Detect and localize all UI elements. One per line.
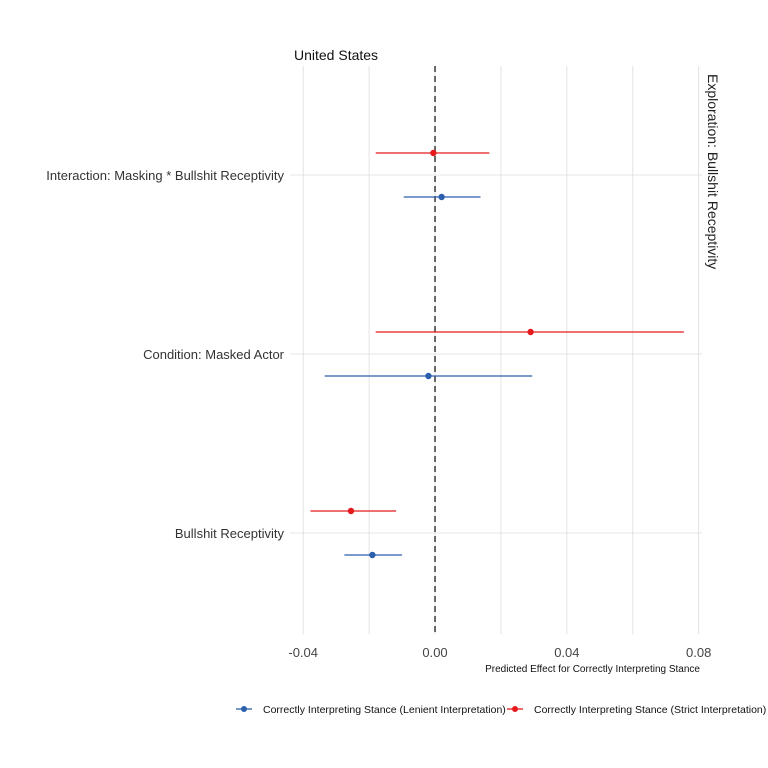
x-axis-title: Predicted Effect for Correctly Interpret…	[485, 664, 700, 675]
y-category-label: Interaction: Masking * Bullshit Receptiv…	[46, 168, 284, 183]
x-tick-label: 0.04	[554, 645, 579, 660]
x-tick-labels: -0.04 0.00 0.04 0.08	[288, 645, 711, 660]
point-estimate	[430, 149, 437, 157]
y-category-label: Bullshit Receptivity	[175, 526, 285, 541]
legend: Correctly Interpreting Stance (Lenient I…	[236, 704, 766, 716]
legend-label: Correctly Interpreting Stance (Strict In…	[534, 704, 766, 716]
facet-strip-label: Exploration: Bullshit Receptivity	[705, 74, 721, 269]
x-tick-label: 0.00	[422, 645, 447, 660]
y-category-labels: Interaction: Masking * Bullshit Receptiv…	[46, 168, 284, 541]
x-tick-label: -0.04	[288, 645, 318, 660]
plot-title: United States	[294, 47, 378, 63]
legend-key-point	[512, 706, 518, 712]
point-estimate	[369, 551, 376, 559]
legend-label: Correctly Interpreting Stance (Lenient I…	[263, 704, 506, 716]
point-estimate	[438, 193, 445, 201]
legend-key-point	[241, 706, 247, 712]
estimate-marks	[310, 149, 684, 559]
point-estimate	[425, 372, 432, 380]
point-estimate	[527, 328, 534, 336]
x-tick-label: 0.08	[686, 645, 711, 660]
y-category-label: Condition: Masked Actor	[143, 347, 285, 362]
point-estimate	[347, 507, 355, 515]
gridlines	[290, 66, 702, 634]
